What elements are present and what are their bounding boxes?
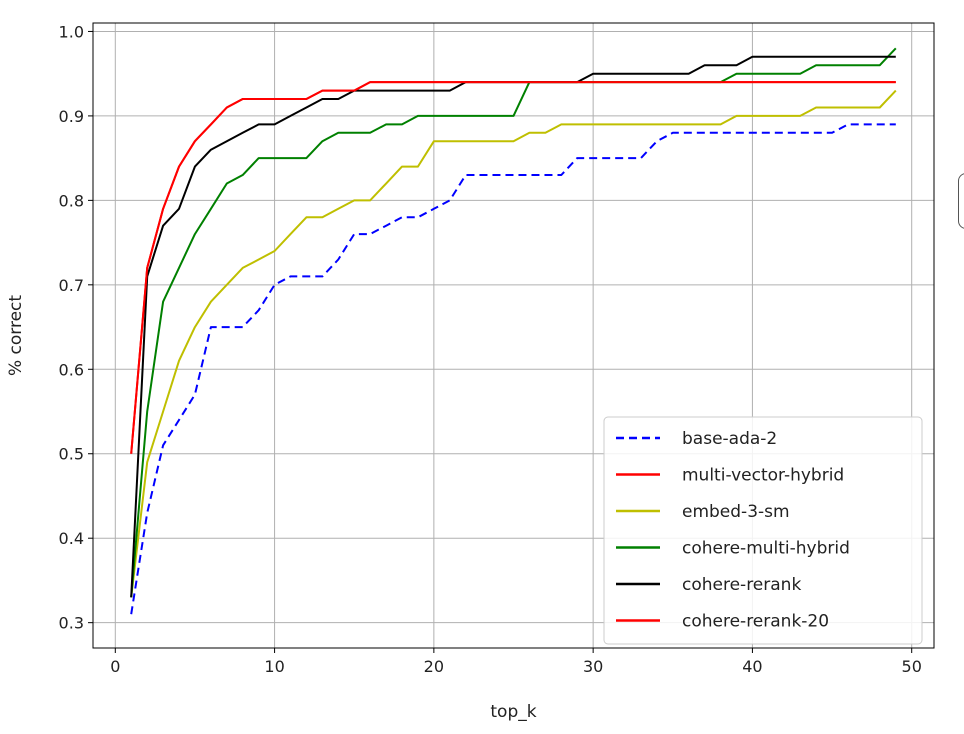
side-panel-tab[interactable] [958,173,964,229]
series-line-embed-3-sm [130,89,897,598]
y-tick-label: 0.8 [59,191,84,210]
series-line-cohere-rerank-20 [130,81,896,454]
series-line-multi-vector-hybrid [130,81,896,454]
plot-area-frame [92,22,935,649]
legend-label: multi-vector-hybrid [682,466,844,486]
y-tick-label: 0.3 [59,614,84,633]
y-tick-label: 0.5 [59,445,84,464]
y-tick-label: 0.6 [59,360,84,379]
legend-frame [603,416,923,645]
legend-label: base-ada-2 [682,429,777,449]
y-tick-label: 0.7 [59,276,84,295]
series-line-base-ada-2 [130,123,896,615]
x-tick-label: 50 [902,657,922,676]
y-tick-label: 1.0 [59,22,84,41]
series-line-cohere-multi-hybrid [130,47,897,598]
legend-label: cohere-rerank-20 [682,612,829,632]
legend-label: cohere-rerank [682,575,801,595]
x-tick-label: 40 [742,657,762,676]
x-tick-label: 30 [583,657,603,676]
x-tick-label: 0 [110,657,120,676]
x-tick-label: 20 [424,657,444,676]
x-tick-label: 10 [264,657,284,676]
series-lines [130,47,897,615]
x-axis-label: top_k [490,702,536,722]
legend-label: cohere-multi-hybrid [682,539,850,559]
axis-ticks: 0 10 20 30 40 50 0.3 0.4 0.5 0.6 0.7 0.8 0.9 1.0 [59,22,922,676]
y-tick-label: 0.9 [59,107,84,126]
y-tick-label: 0.4 [59,529,84,548]
legend-label: embed-3-sm [682,502,790,522]
y-axis-label: % correct [6,295,26,376]
legend: base-ada-2 multi-vector-hybrid embed-3-sm c… [603,416,923,645]
